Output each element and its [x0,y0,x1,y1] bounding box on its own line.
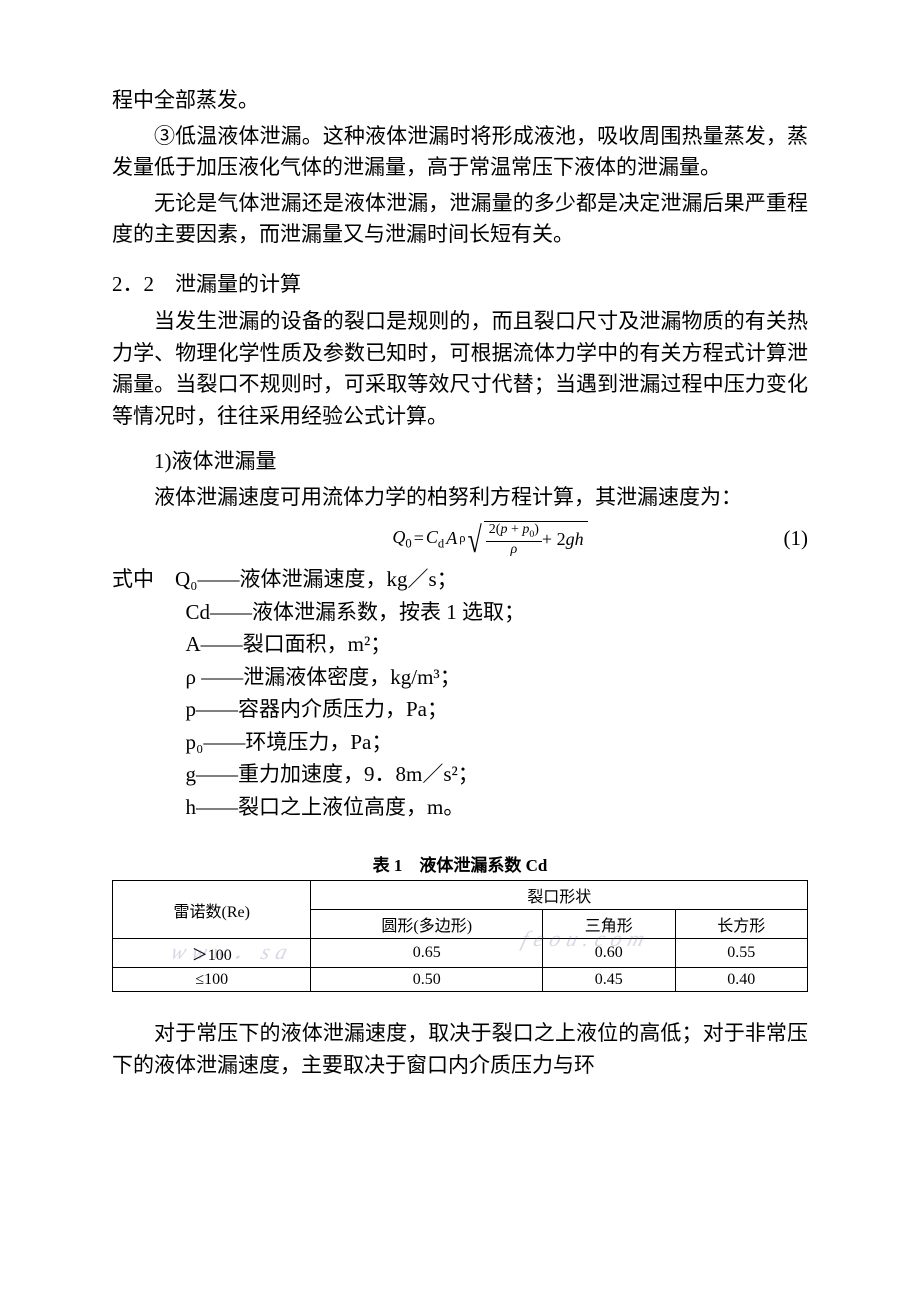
table-cell: ＞100 [113,939,311,968]
table-cell: 0.50 [311,968,543,992]
table-cell: 0.60 [543,939,675,968]
table-cell: 0.40 [675,968,808,992]
equation-1: Q0 = Cd A ρ √ 2(p + p0) ρ + 2gh (1) [112,521,808,557]
table-row: ≤100 0.50 0.45 0.40 [113,968,808,992]
table-title: 表 1 液体泄漏系数 Cd [112,851,808,876]
table-cell: 0.55 [675,939,808,968]
paragraph-3: ③低温液体泄漏。这种液体泄漏时将形成液池，吸收周围热量蒸发，蒸发量低于加压液化气… [112,121,808,184]
where-item-4: p——容器内介质压力，Pa； [186,693,809,726]
table-cd: 雷诺数(Re) 裂口形状 圆形(多边形) 三角形 长方形 ＞100 0.65 0… [112,880,808,992]
table-header-re: 雷诺数(Re) [113,881,311,939]
table-subheader-1: 三角形 [543,910,675,939]
equation-body: Q0 = Cd A ρ √ 2(p + p0) ρ + 2gh [112,521,748,557]
table-subheader-0: 圆形(多边形) [311,910,543,939]
section-heading-2-2: 2．2 泄漏量的计算 [112,269,808,301]
equation-number: (1) [748,526,808,551]
table-subheader-2: 长方形 [675,910,808,939]
where-item-3: ρ ——泄漏液体密度，kg/m³； [186,661,809,694]
paragraph-summary: 无论是气体泄漏还是液体泄漏，泄漏量的多少都是决定泄漏后果严重程度的主要因素，而泄… [112,188,808,251]
where-prefix: 式中 [112,563,175,596]
table-cell: 0.65 [311,939,543,968]
where-block: 式中 Q₀——液体泄漏速度，kg／s； Cd——液体泄漏系数，按表 1 选取； … [112,563,808,823]
paragraph-bernoulli: 液体泄漏速度可用流体力学的柏努利方程计算，其泄漏速度为： [112,482,808,514]
paragraph-closing: 对于常压下的液体泄漏速度，取决于裂口之上液位的高低；对于非常压下的液体泄漏速度，… [112,1018,808,1081]
table-row: 雷诺数(Re) 裂口形状 [113,881,808,910]
paragraph-calc-intro: 当发生泄漏的设备的裂口是规则的，而且裂口尺寸及泄漏物质的有关热力学、物理化学性质… [112,306,808,432]
where-item-2: A——裂口面积，m²； [186,628,809,661]
where-item-0: Q₀——液体泄漏速度，kg／s； [175,563,808,596]
paragraph-continuation: 程中全部蒸发。 [112,85,808,117]
subsection-1-title: 1)液体泄漏量 [112,446,808,478]
table-cell: ≤100 [113,968,311,992]
where-item-6: g——重力加速度，9．8m／s²； [186,758,809,791]
where-item-7: h——裂口之上液位高度，m。 [186,791,809,824]
table-header-shape: 裂口形状 [311,881,808,910]
where-item-1: Cd——液体泄漏系数，按表 1 选取； [186,596,809,629]
where-item-5: p₀——环境压力，Pa； [186,726,809,759]
table-row: ＞100 0.65 0.60 0.55 [113,939,808,968]
table-cell: 0.45 [543,968,675,992]
